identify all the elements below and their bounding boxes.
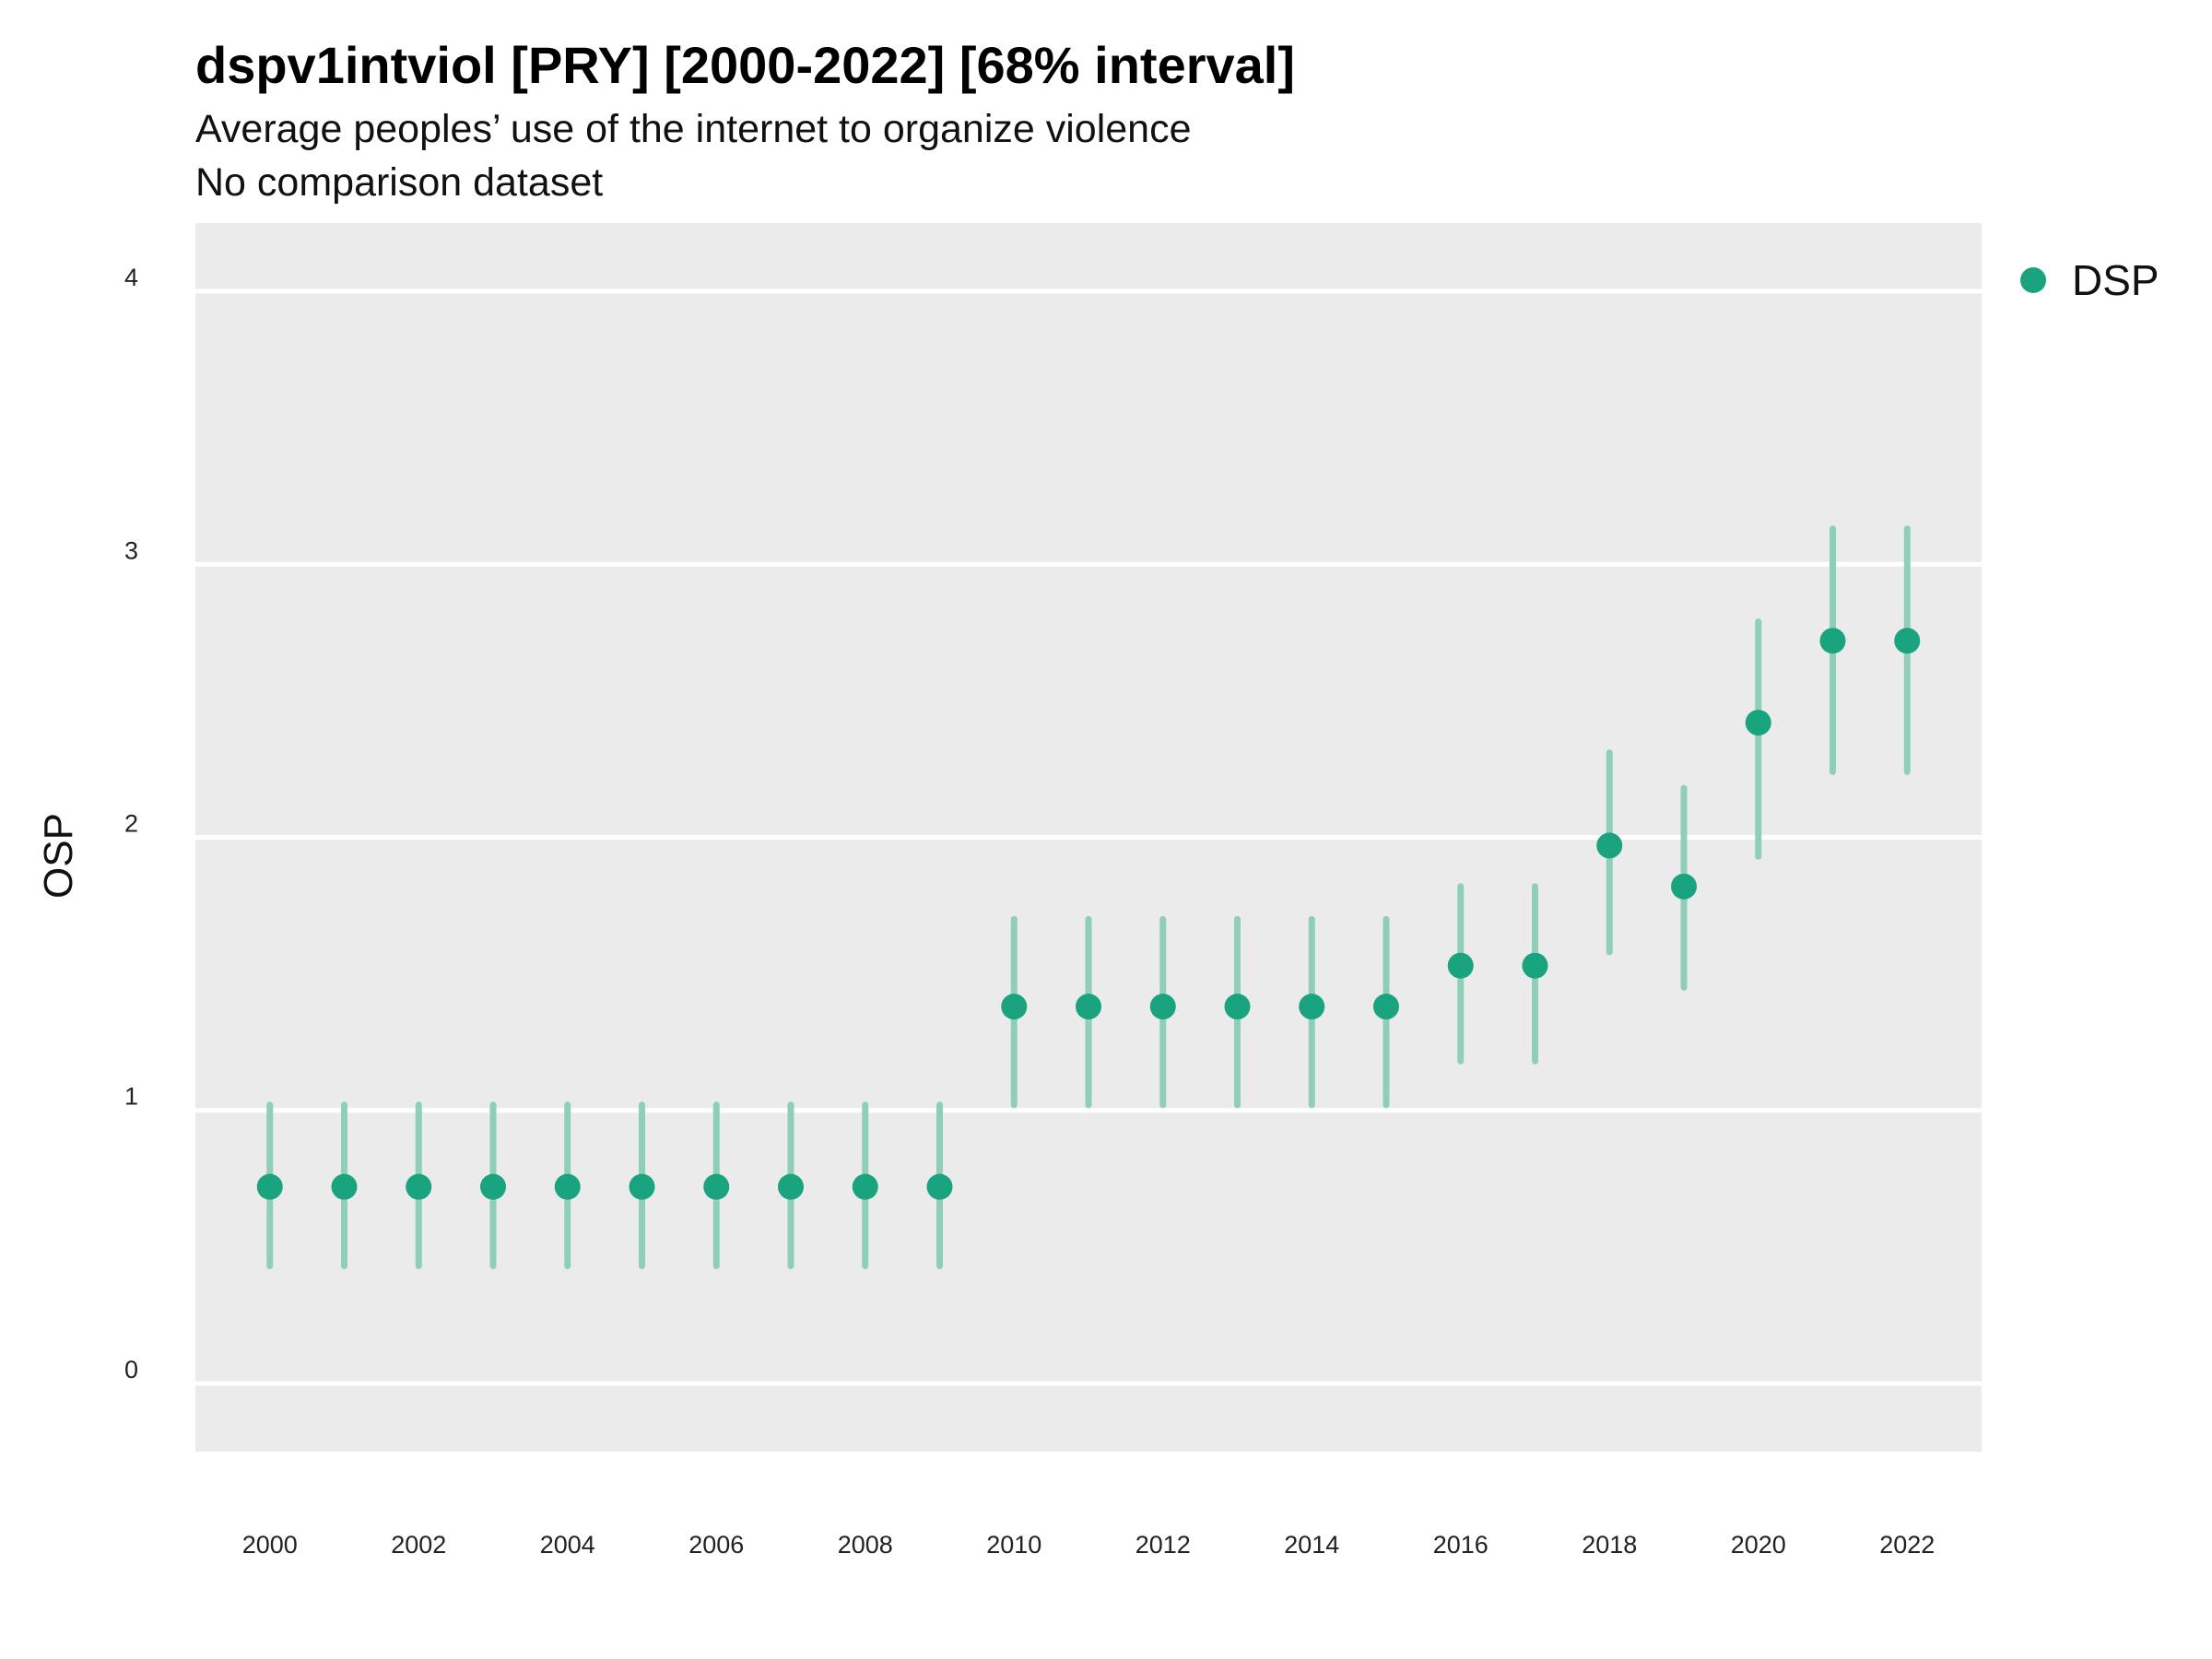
x-tick-label: 2006 (688, 1531, 744, 1559)
data-point (1373, 994, 1399, 1020)
x-tick-label: 2010 (986, 1531, 1041, 1559)
data-point (1299, 994, 1325, 1020)
y-axis-ticks: 0 1 2 3 4 (124, 264, 138, 1383)
data-point (778, 1173, 804, 1200)
y-tick-label: 4 (124, 264, 138, 291)
data-point (1596, 832, 1623, 859)
x-tick-label: 2004 (540, 1531, 595, 1559)
y-tick-label: 1 (124, 1083, 138, 1111)
x-tick-label: 2002 (391, 1531, 446, 1559)
y-axis-label: OSP (36, 813, 81, 899)
x-axis-ticks: 2000 2002 2004 2006 2008 2010 2012 2014 2016 2018… (242, 1531, 1936, 1559)
x-tick-label: 2012 (1135, 1531, 1191, 1559)
data-point (852, 1173, 878, 1200)
y-tick-label: 2 (124, 810, 138, 838)
x-tick-label: 2008 (838, 1531, 893, 1559)
data-points (256, 628, 1921, 1200)
data-point (1671, 873, 1697, 900)
chart-title: dspv1intviol [PRY] [2000-2022] [68% inte… (195, 36, 1296, 94)
y-tick-label: 3 (124, 536, 138, 564)
legend-label-dsp: DSP (2072, 256, 2159, 304)
data-point (406, 1173, 432, 1200)
data-point (629, 1173, 655, 1200)
x-tick-label: 2014 (1284, 1531, 1339, 1559)
y-tick-label: 0 (124, 1356, 138, 1383)
legend: DSP (2020, 256, 2159, 304)
data-point (256, 1173, 283, 1200)
data-point (926, 1173, 953, 1200)
data-point (331, 1173, 358, 1200)
data-point (480, 1173, 506, 1200)
data-point (703, 1173, 730, 1200)
x-tick-label: 2016 (1433, 1531, 1488, 1559)
x-tick-label: 2020 (1731, 1531, 1786, 1559)
legend-key-dsp (2020, 267, 2046, 293)
data-point (554, 1173, 581, 1200)
x-tick-label: 2022 (1879, 1531, 1935, 1559)
chart-caption: No comparison dataset (195, 160, 604, 205)
data-point (1522, 952, 1548, 979)
data-point (1447, 952, 1474, 979)
data-point (1001, 994, 1028, 1020)
data-point (1745, 710, 1771, 736)
data-point (1224, 994, 1251, 1020)
data-point (1149, 994, 1176, 1020)
x-tick-label: 2018 (1582, 1531, 1637, 1559)
data-point (1819, 628, 1846, 654)
data-point (1894, 628, 1921, 654)
chart-subtitle: Average peoples’ use of the internet to … (195, 107, 1192, 151)
data-point (1076, 994, 1101, 1020)
x-tick-label: 2000 (242, 1531, 298, 1559)
